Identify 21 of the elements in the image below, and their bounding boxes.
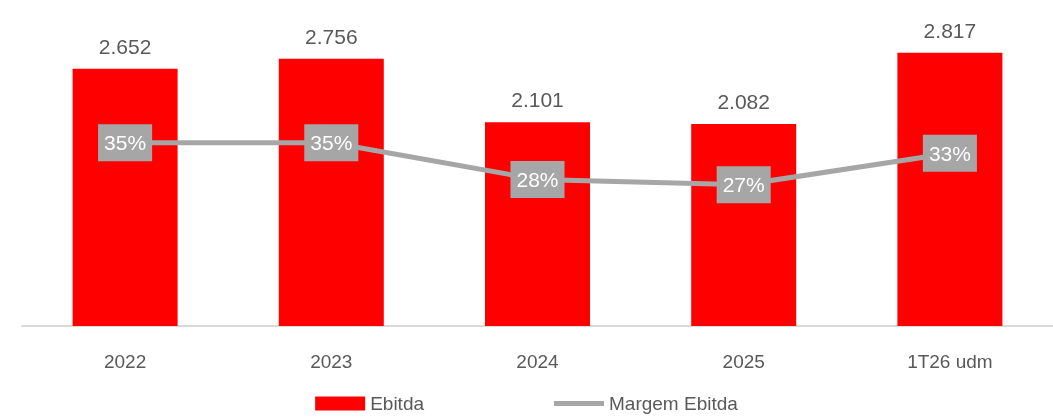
x-tick-label: 2023 <box>310 351 353 372</box>
data-label: 35% <box>310 131 353 155</box>
x-tick-label: 2024 <box>516 351 560 372</box>
data-label: 28% <box>516 167 559 191</box>
data-label: 2.082 <box>717 90 770 114</box>
legend-label: Ebitda <box>370 393 425 414</box>
data-label: 2.756 <box>305 24 358 48</box>
bar <box>72 68 178 326</box>
bar <box>278 58 384 326</box>
x-tick-label: 2022 <box>103 351 147 372</box>
data-label: 2.652 <box>98 34 152 58</box>
data-label: 27% <box>722 173 765 197</box>
data-label: 2.101 <box>511 88 564 112</box>
data-label: 33% <box>928 141 971 165</box>
x-tick-label: 2025 <box>722 351 765 372</box>
x-tick-label: 1T26 udm <box>907 351 993 372</box>
bar <box>485 122 590 326</box>
bar <box>897 52 1003 326</box>
data-label: 2.817 <box>923 18 977 42</box>
legend-label: Margem Ebitda <box>609 393 739 414</box>
data-label: 35% <box>104 131 147 155</box>
